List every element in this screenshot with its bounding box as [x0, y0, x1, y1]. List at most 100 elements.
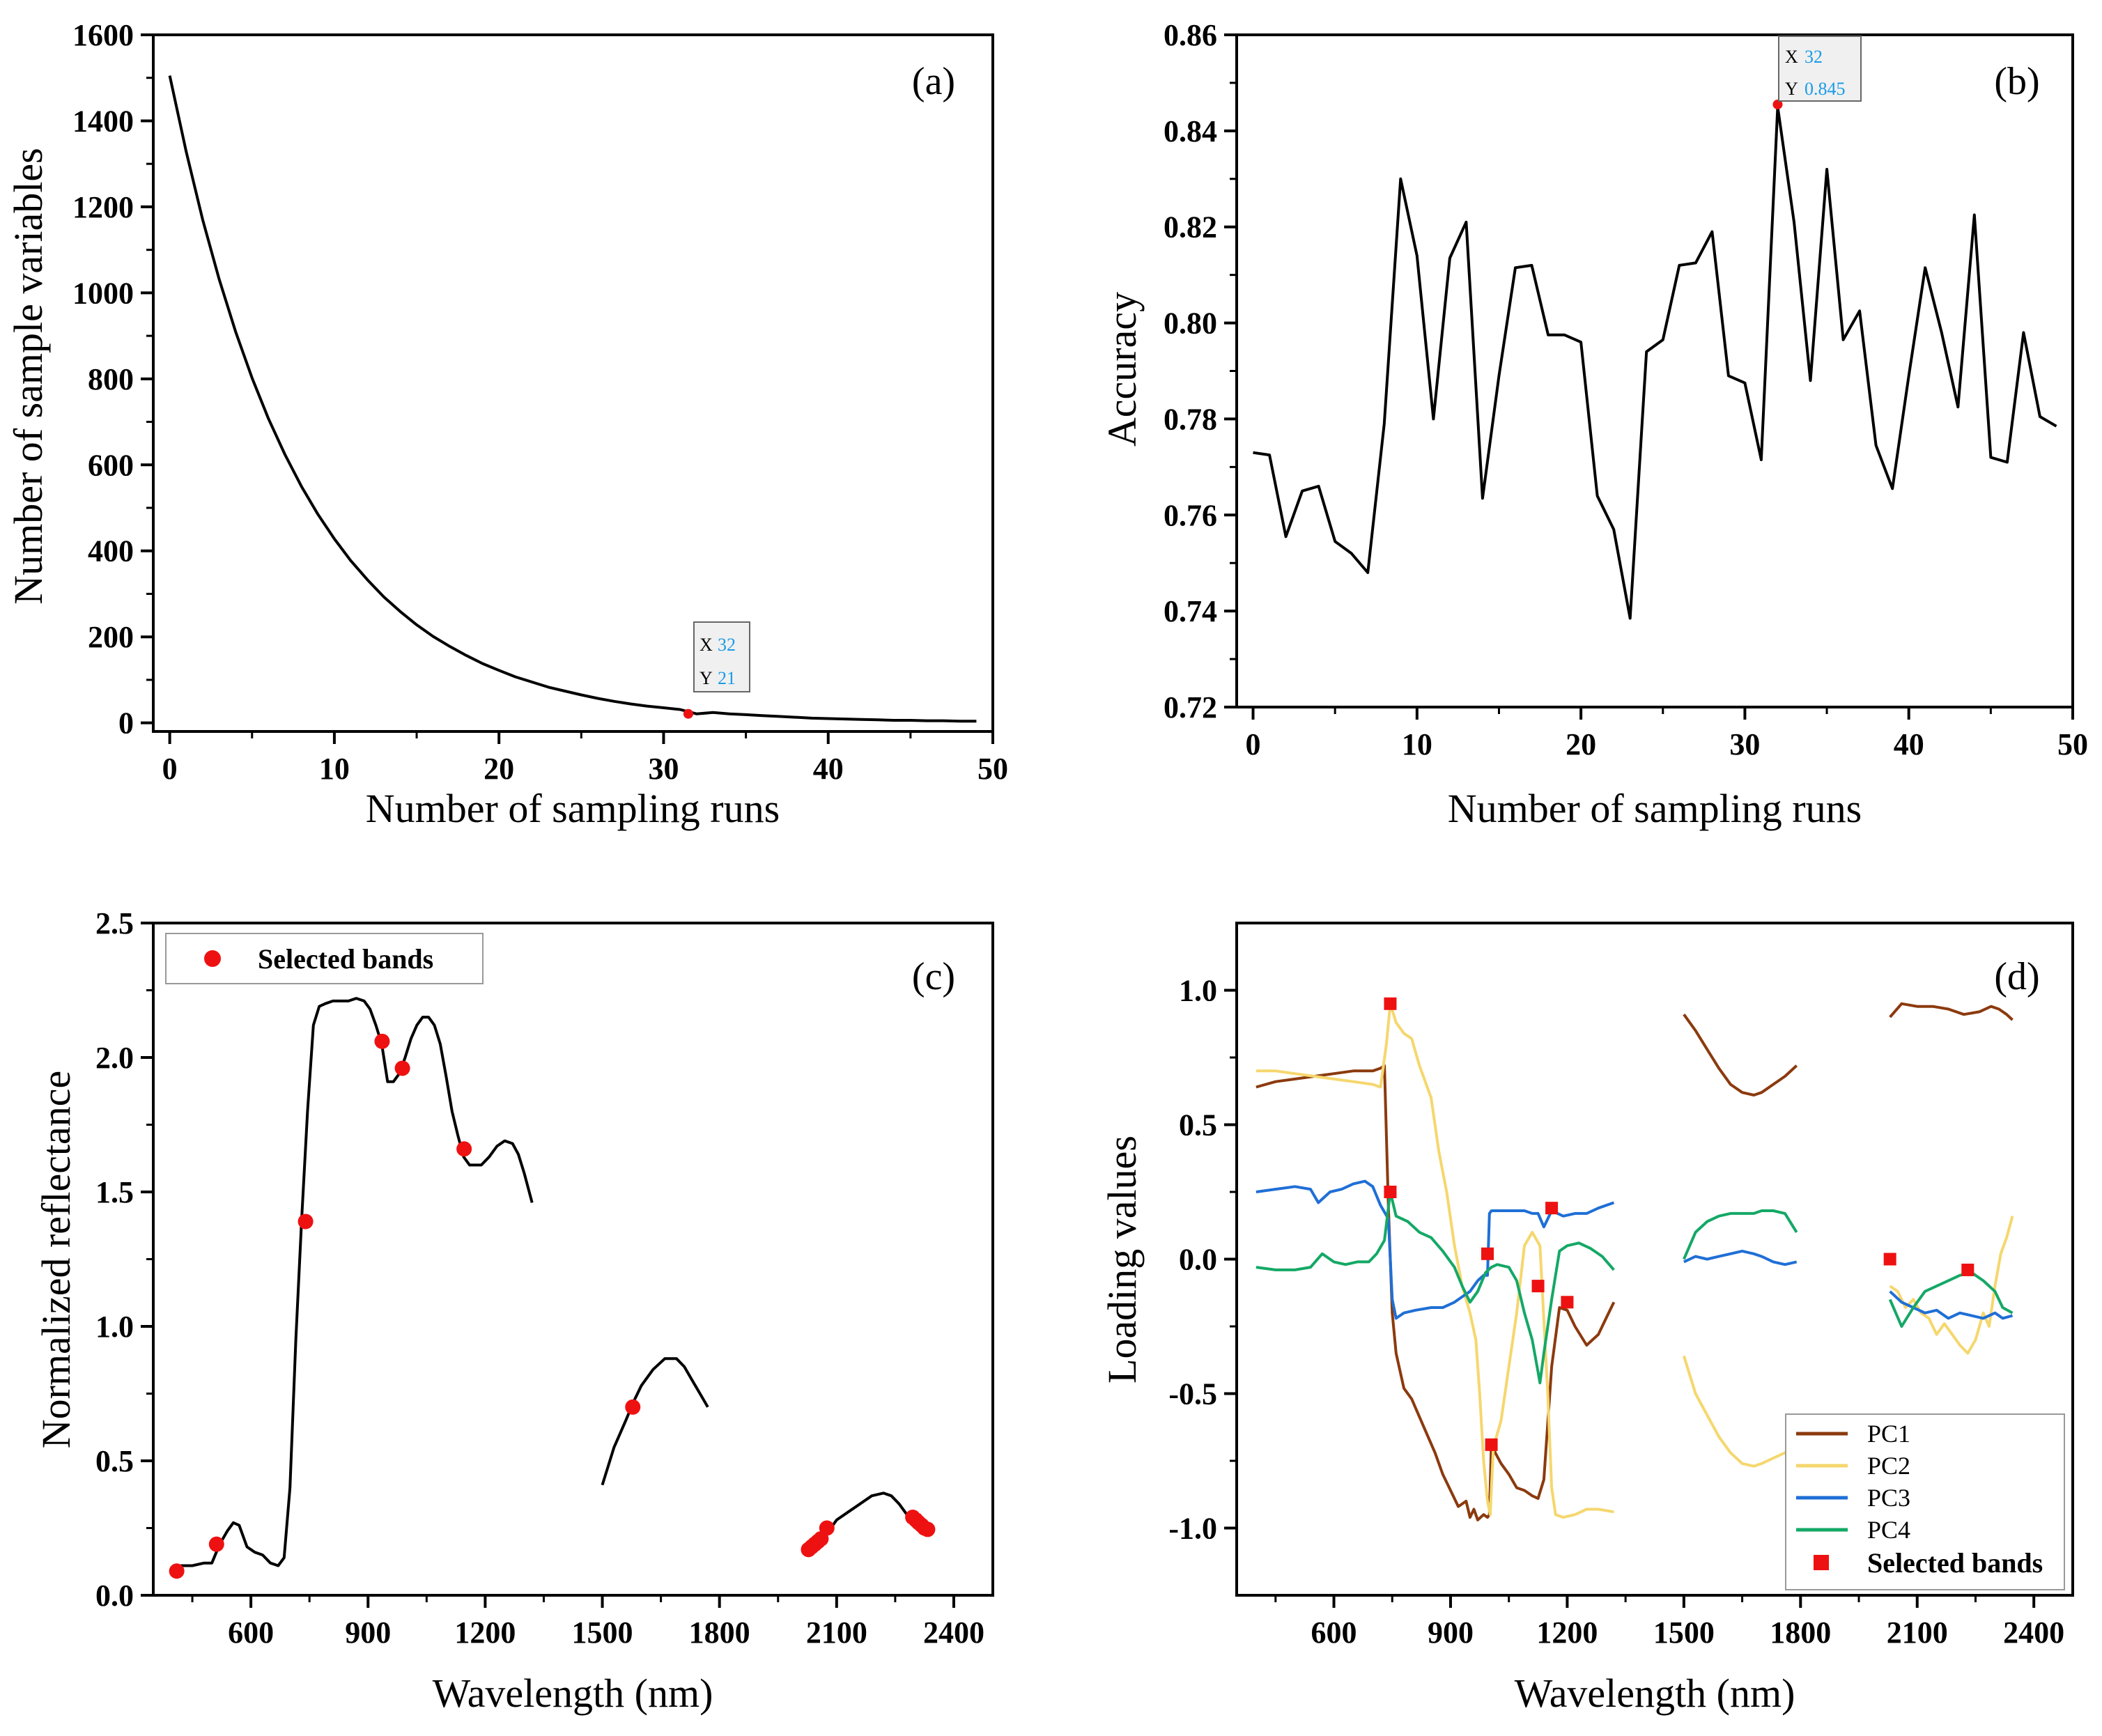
x-tick-label: 600: [1311, 1615, 1357, 1650]
series-line-pc1: [1889, 1002, 2014, 1021]
plot-area-frame: [152, 922, 994, 1597]
legend-label-selected-bands: Selected bands: [258, 943, 433, 975]
x-tick-label: 20: [1566, 727, 1596, 761]
legend: PC1 PC2 PC3 PC4 Selected bands: [1785, 1413, 2065, 1590]
x-tick-label: 50: [2057, 727, 2088, 761]
panel-label: (a): [912, 60, 955, 103]
legend-label-pc3: PC3: [1867, 1484, 1910, 1512]
series-line-pc4: [1683, 1209, 1798, 1260]
legend-marker-selected-bands: [1814, 1555, 1829, 1570]
series-line-pc3: [1889, 1290, 2014, 1320]
series-layer: [168, 75, 977, 723]
selected-band-marker: [1485, 1438, 1498, 1451]
x-tick-label: 40: [1894, 727, 1924, 761]
x-tick-label: 1800: [1770, 1615, 1831, 1650]
selected-band-marker: [456, 1141, 472, 1157]
x-tick-label: 900: [1428, 1615, 1474, 1650]
series-line-pc2: [1682, 1355, 1798, 1468]
x-tick-label: 10: [1402, 727, 1432, 761]
tooltip-box: [1778, 36, 1862, 102]
y-tick-label: 0.0: [95, 1579, 134, 1613]
selected-band-marker: [1545, 1202, 1559, 1215]
selected-band-marker: [625, 1399, 641, 1415]
axis-ticks: 0 10 20 30 40 50 0 200 400 600 800 1000 1200 1400 1600: [72, 18, 1008, 786]
selected-band-marker: [297, 1214, 314, 1230]
y-tick-label: 0.80: [1164, 307, 1217, 341]
x-tick-label: 2100: [1887, 1615, 1948, 1650]
series-line-pc4: [1888, 1271, 2014, 1328]
panel-label: (c): [912, 955, 955, 998]
y-tick-label: 0.78: [1164, 402, 1217, 436]
x-tick-label: 1500: [1653, 1615, 1715, 1650]
x-tick-label: 10: [319, 752, 350, 786]
selected-band-marker: [1883, 1253, 1896, 1266]
series-line-accuracy: [1253, 105, 2057, 620]
selected-band-marker: [1384, 997, 1397, 1010]
legend: Selected bands: [165, 933, 484, 984]
x-tick-label: 1800: [689, 1615, 750, 1650]
y-axis-label: Accuracy: [1099, 292, 1145, 447]
y-tick-label: 2.5: [95, 906, 134, 940]
selected-band-marker: [1481, 1247, 1494, 1260]
series-layer: [1253, 105, 2057, 620]
y-tick-label: -0.5: [1168, 1377, 1217, 1411]
plot-area-frame: [152, 33, 994, 733]
legend-label-pc1: PC1: [1867, 1420, 1910, 1448]
data-tooltip: X 32 Y 21: [693, 621, 750, 692]
x-axis-label: Wavelength (nm): [1515, 1671, 1795, 1716]
x-axis-label: Wavelength (nm): [433, 1671, 713, 1716]
selected-band-marker: [1531, 1280, 1545, 1293]
selected-band-marker: [374, 1033, 390, 1049]
selected-band-marker: [394, 1060, 410, 1076]
series-layer: [172, 997, 933, 1570]
y-tick-label: 1400: [72, 104, 134, 138]
x-tick-label: 40: [813, 752, 844, 786]
y-tick-label: 0.0: [1179, 1243, 1217, 1277]
selected-band-marker: [920, 1521, 936, 1537]
y-tick-label: 1.0: [1179, 974, 1217, 1008]
x-tick-label: 2400: [923, 1615, 984, 1650]
series-line-pc3: [1255, 1179, 1615, 1320]
x-tick-label: 30: [1729, 727, 1760, 761]
y-tick-label: 0.5: [95, 1444, 134, 1478]
y-tick-label: 0.84: [1164, 114, 1217, 148]
selected-band-marker: [1561, 1296, 1574, 1309]
axis-ticks: 600 900 1200 1500 1800 2100 2400 -1.0 -0.5 0.0 0.5…: [1168, 974, 2064, 1650]
x-tick-label: 1200: [1536, 1615, 1598, 1650]
x-tick-label: 30: [648, 752, 679, 786]
selected-band-marker: [1961, 1263, 1975, 1276]
panel-c: 600 900 1200 1500 1800 2100 2400 0.0 0.5 1.0 1.5 2.…: [33, 906, 994, 1716]
x-tick-label: 2100: [806, 1615, 867, 1650]
y-tick-label: 0.5: [1179, 1108, 1217, 1142]
points-layer: [169, 1033, 936, 1579]
tooltip-x-label: X: [1785, 47, 1798, 67]
y-axis-label: Number of sample variables: [6, 148, 51, 605]
series-layer: [1255, 1002, 2014, 1521]
tooltip-y-label: Y: [1785, 79, 1798, 99]
tooltip-y-value: 0.845: [1805, 79, 1846, 99]
y-tick-label: 0: [118, 706, 134, 741]
x-tick-label: 0: [1246, 727, 1261, 761]
series-line-pc1: [1255, 1064, 1616, 1521]
legend-box: [1785, 1413, 2065, 1590]
x-tick-label: 900: [345, 1615, 391, 1650]
series-line-pc4: [1255, 1191, 1615, 1385]
x-tick-label: 1200: [454, 1615, 516, 1650]
y-tick-label: 400: [88, 534, 134, 568]
y-tick-label: 200: [88, 620, 134, 654]
y-tick-label: 0.86: [1164, 18, 1217, 52]
y-tick-label: 600: [88, 448, 134, 482]
series-line-sample-variables: [168, 75, 977, 723]
x-axis-label: Number of sampling runs: [1448, 786, 1862, 831]
y-tick-label: 1200: [72, 190, 134, 224]
y-tick-label: 0.74: [1164, 594, 1217, 628]
plot-area-frame: [1235, 33, 2074, 708]
x-tick-label: 1500: [572, 1615, 633, 1650]
tooltip-y-value: 21: [718, 668, 736, 688]
y-tick-label: 1.0: [95, 1310, 134, 1344]
selected-band-marker: [819, 1520, 835, 1536]
tooltip-x-value: 32: [718, 635, 736, 655]
legend-label-selected-bands: Selected bands: [1867, 1547, 2043, 1579]
series-line-pc3: [1683, 1249, 1798, 1266]
panel-label: (b): [1994, 60, 2039, 103]
